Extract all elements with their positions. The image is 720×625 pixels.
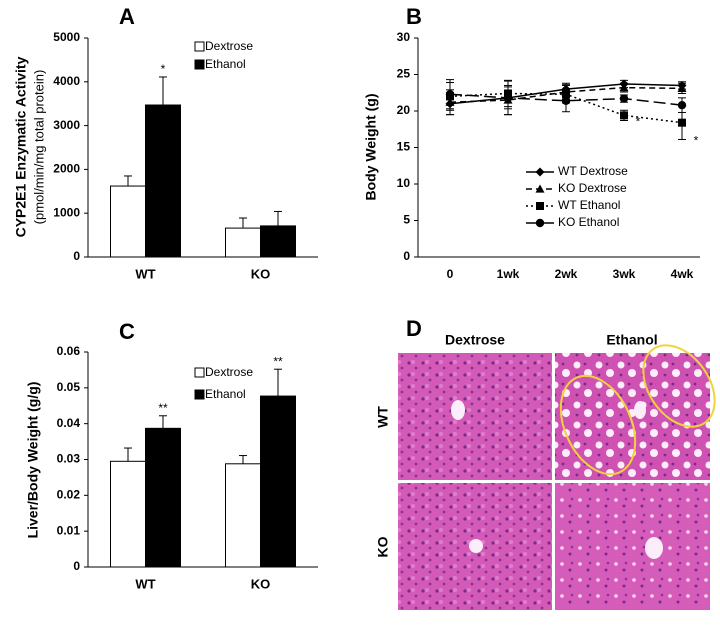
bar	[110, 185, 146, 258]
column-label: Dextrose	[445, 332, 505, 348]
legend-label: KO Ethanol	[558, 215, 619, 229]
marker	[535, 218, 545, 228]
row-label: WT	[375, 406, 391, 428]
significance-mark: *	[636, 115, 641, 129]
legend-swatch	[194, 367, 205, 378]
bar	[110, 460, 146, 568]
y-tick-label: 15	[397, 140, 411, 154]
y-tick-label: 0	[73, 249, 80, 263]
highlight-ellipse	[642, 344, 716, 428]
x-tick-label: WT	[135, 266, 155, 281]
y-tick-label: 1000	[53, 205, 80, 219]
marker	[619, 83, 629, 92]
legend-label: Ethanol	[205, 387, 246, 401]
legend-swatch	[194, 59, 205, 70]
x-tick-label: KO	[251, 266, 271, 281]
central-vein	[451, 400, 465, 420]
legend-swatch	[194, 41, 205, 52]
legend-label: Ethanol	[205, 57, 246, 71]
y-tick-label: 0.06	[57, 344, 81, 358]
y-tick-label: 0.03	[57, 452, 81, 466]
histology-panel: D Dextrose Ethanol WT KO	[375, 316, 716, 610]
x-tick-label: 4wk	[671, 267, 694, 281]
y-tick-label: 0	[403, 249, 410, 263]
y-tick-label: 30	[397, 30, 411, 44]
marker	[619, 94, 629, 103]
y-tick-label: 20	[397, 103, 411, 117]
y-tick-label: 2000	[53, 162, 80, 176]
micrograph	[555, 483, 710, 610]
series-line	[449, 86, 683, 103]
central-vein	[645, 537, 663, 559]
bar	[260, 225, 296, 258]
y-tick-label: 0.01	[57, 523, 81, 537]
row-label: KO	[375, 536, 391, 557]
marker	[677, 83, 687, 92]
legend-label: KO Dextrose	[558, 181, 627, 195]
micrograph	[555, 353, 710, 480]
y-tick-label: 0.04	[57, 416, 81, 430]
bar	[260, 395, 296, 568]
x-tick-label: 2wk	[555, 267, 578, 281]
significance-mark: *	[694, 134, 699, 148]
significance-mark: **	[158, 401, 168, 415]
marker	[678, 118, 686, 127]
marker	[677, 100, 687, 110]
marker	[445, 90, 455, 99]
y-tick-label: 0.02	[57, 488, 81, 502]
x-tick-label: 1wk	[497, 267, 520, 281]
y-tick-label: 4000	[53, 74, 80, 88]
central-vein	[469, 539, 483, 553]
micrograph	[398, 353, 552, 480]
bar	[145, 427, 181, 568]
y-axis-title: Liver/Body Weight (g/g)	[25, 382, 41, 539]
marker	[503, 93, 513, 103]
y-axis-title: CYP2E1 Enzymatic Activity	[13, 56, 29, 237]
panel-letter: B	[406, 4, 422, 29]
marker	[620, 111, 628, 120]
marker	[535, 184, 545, 193]
panel-letter: C	[119, 319, 135, 344]
y-tick-label: 10	[397, 176, 411, 190]
legend-label: WT Ethanol	[558, 198, 620, 212]
y-tick-label: 5000	[53, 30, 80, 44]
bar	[225, 463, 261, 568]
y-axis-subtitle: (pmol/min/mg total protein)	[31, 70, 46, 225]
y-tick-label: 25	[397, 67, 411, 81]
series-line	[449, 93, 683, 106]
x-tick-label: 0	[447, 267, 454, 281]
x-tick-label: 3wk	[613, 267, 636, 281]
legend-label: Dextrose	[205, 39, 253, 53]
y-tick-label: 5	[403, 213, 410, 227]
bar	[225, 227, 261, 258]
y-tick-label: 0.05	[57, 380, 81, 394]
column-label: Ethanol	[606, 332, 657, 348]
bar	[145, 104, 181, 258]
y-tick-label: 3000	[53, 118, 80, 132]
highlight-ellipse	[559, 374, 637, 476]
y-tick-label: 0	[73, 559, 80, 573]
central-vein	[634, 401, 646, 419]
y-axis-title: Body Weight (g)	[363, 93, 379, 200]
legend-label: Dextrose	[205, 365, 253, 379]
marker	[535, 167, 545, 177]
significance-mark: **	[273, 354, 283, 368]
legend-label: WT Dextrose	[558, 164, 628, 178]
x-tick-label: WT	[135, 576, 155, 591]
significance-mark: *	[161, 62, 166, 76]
legend-swatch	[194, 389, 205, 400]
marker	[561, 96, 571, 105]
marker	[536, 202, 544, 210]
panel-letter: D	[406, 316, 422, 341]
x-tick-label: KO	[251, 576, 271, 591]
panel-letter: A	[119, 4, 135, 29]
